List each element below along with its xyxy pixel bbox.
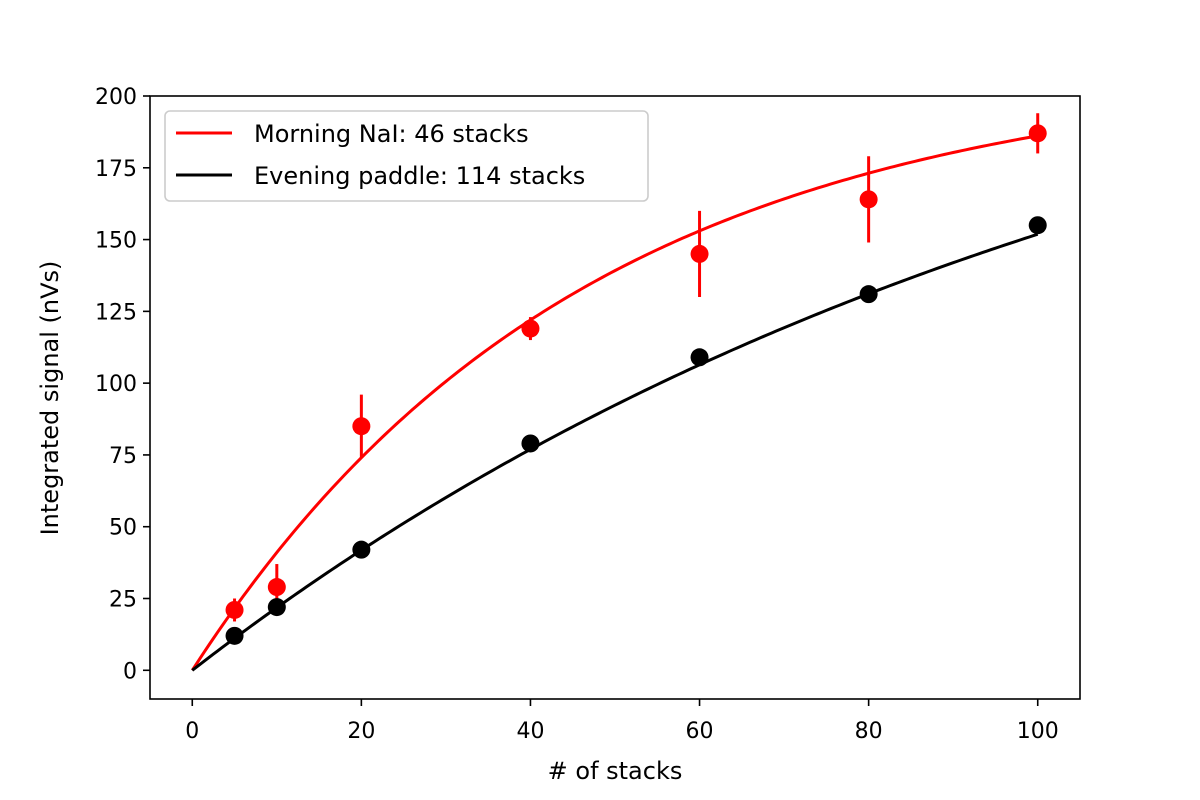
data-point	[352, 540, 371, 559]
x-tick-label: 40	[516, 719, 544, 744]
legend-box	[164, 110, 649, 202]
y-tick-label: 200	[95, 85, 137, 110]
data-point	[521, 434, 540, 453]
y-tick-label: 0	[123, 659, 137, 684]
y-tick-label: 150	[95, 229, 137, 254]
legend-label-evening: Evening paddle: 114 stacks	[254, 162, 585, 190]
series-layer	[191, 113, 1047, 672]
x-tick-label: 60	[686, 719, 714, 744]
fit-curve	[191, 134, 1038, 672]
y-axis: 0 25 50 75 100 125 150 175 200	[95, 85, 150, 684]
x-tick-label: 20	[347, 719, 375, 744]
y-tick-label: 50	[109, 516, 137, 541]
x-tick-label: 100	[1017, 719, 1059, 744]
series-1	[191, 216, 1047, 672]
data-point	[225, 626, 244, 645]
data-point	[859, 190, 878, 209]
data-point	[690, 244, 709, 263]
data-point	[225, 600, 244, 619]
data-point	[1028, 124, 1047, 143]
y-axis-label: Integrated signal (nVs)	[36, 261, 64, 536]
x-axis: 0 20 40 60 80 100	[185, 699, 1059, 744]
fit-curve	[191, 232, 1039, 672]
x-tick-label: 0	[185, 719, 199, 744]
y-tick-label: 100	[95, 372, 137, 397]
data-point	[1028, 216, 1047, 235]
series-0	[191, 113, 1047, 672]
data-point	[352, 417, 371, 436]
legend-label-morning: Morning NaI: 46 stacks	[254, 120, 529, 148]
x-tick-label: 80	[855, 719, 883, 744]
data-point	[690, 348, 709, 367]
y-tick-label: 175	[95, 157, 137, 182]
plot-frame	[149, 95, 1081, 700]
x-axis-label: # of stacks	[548, 757, 683, 785]
data-point	[267, 578, 286, 597]
y-tick-label: 75	[109, 444, 137, 469]
legend: Morning NaI: 46 stacks Evening paddle: 1…	[164, 110, 649, 202]
data-point	[267, 598, 286, 617]
data-point	[521, 319, 540, 338]
y-tick-label: 125	[95, 300, 137, 325]
data-point	[859, 285, 878, 304]
y-tick-label: 25	[109, 588, 137, 613]
